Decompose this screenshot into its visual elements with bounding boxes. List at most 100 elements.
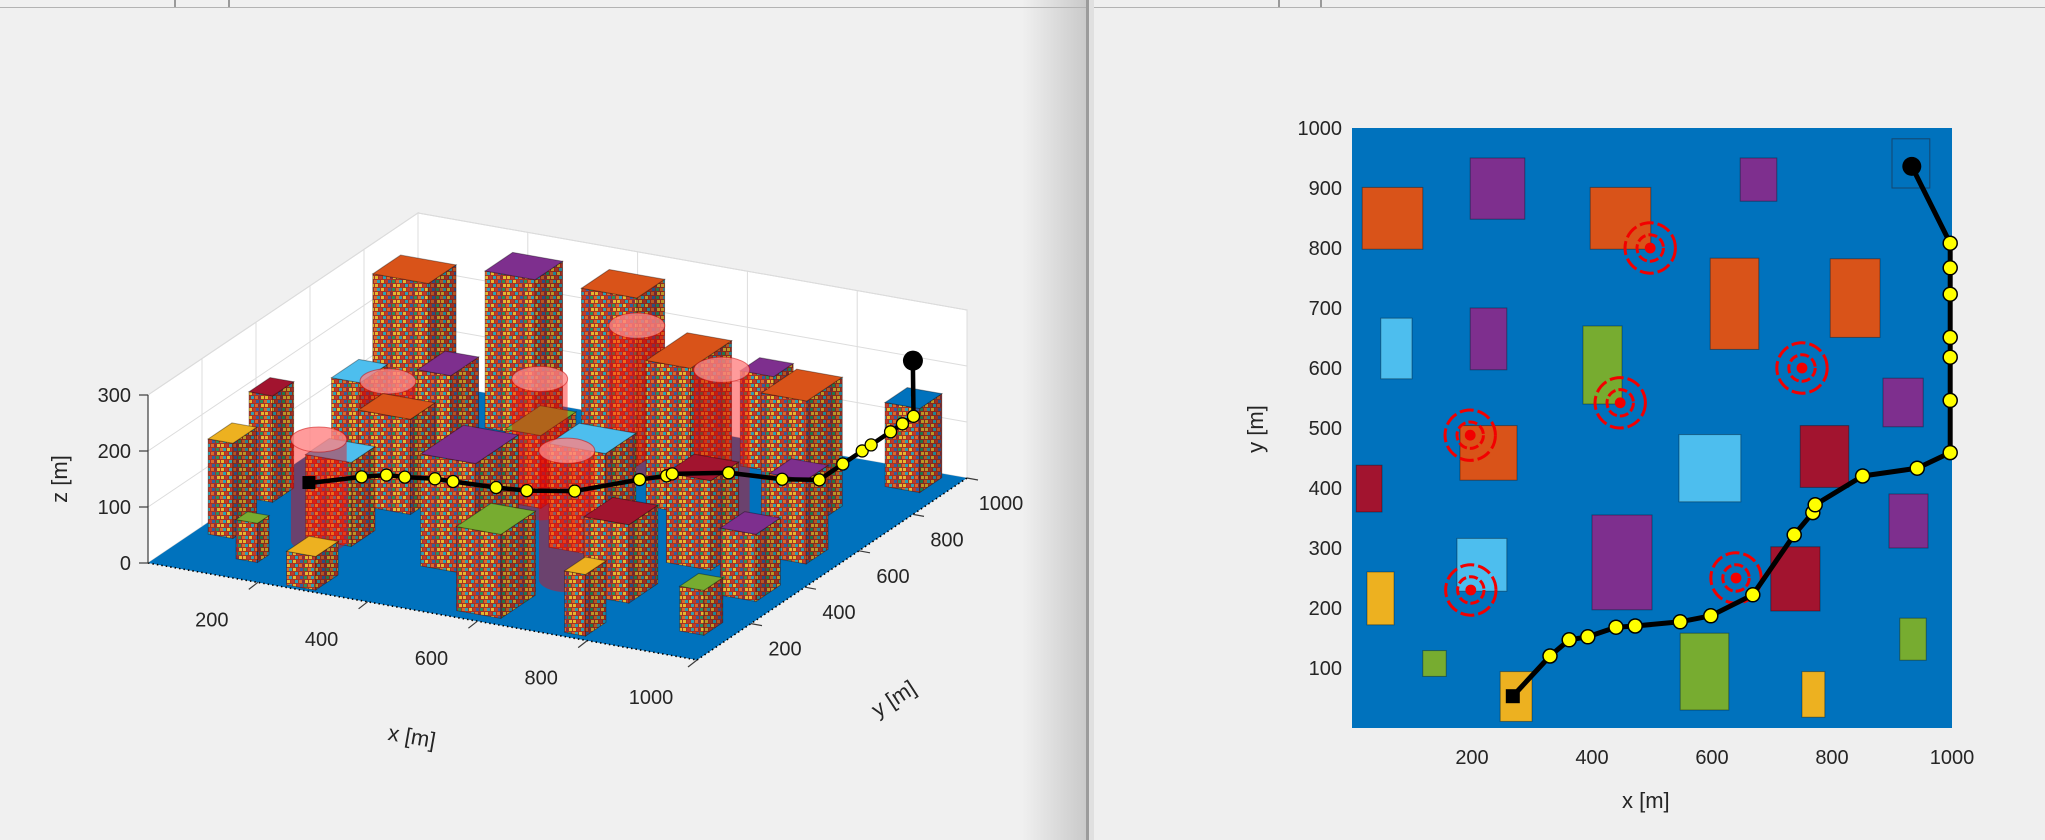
- x-tick-label: 400: [1575, 747, 1608, 769]
- building-side-shade: [272, 381, 294, 503]
- waypoint-marker: [1542, 648, 1558, 664]
- building-footprint: [1678, 434, 1742, 503]
- building-footprint: [1361, 186, 1424, 250]
- x-tick: [577, 640, 588, 649]
- threat-outer-ring: [1593, 376, 1647, 430]
- threat-cylinder-top: [538, 437, 596, 464]
- toolbar-separator: [228, 0, 230, 7]
- building-front-face: [235, 519, 258, 564]
- threat-center-dot: [1464, 429, 1476, 441]
- waypoint-marker: [1580, 629, 1596, 645]
- threat-cylinder-top: [608, 312, 666, 339]
- z-tick-label: 0: [120, 553, 131, 575]
- threat-cylinder-body: [538, 450, 595, 593]
- building-front-face: [719, 527, 757, 602]
- y-tick-label: 900: [1309, 178, 1342, 200]
- building: [883, 387, 944, 494]
- city-3d-plot-canvas[interactable]: 0 100 200 300 200 400 600 800 1000 200 400 600 800 10…: [0, 0, 1088, 840]
- building-front-face: [286, 550, 317, 591]
- waypoint-marker: [1672, 614, 1688, 630]
- building-side-shade: [257, 515, 270, 563]
- z-tick-label: 100: [98, 497, 131, 519]
- goal-marker-3d: [902, 350, 923, 371]
- waypoint-marker: [1807, 497, 1823, 513]
- building-footprint: [1829, 258, 1881, 338]
- y-tick-label: 800: [930, 529, 963, 551]
- building-roof: [371, 254, 458, 285]
- building-footprint: [1366, 571, 1395, 626]
- building-roof: [563, 556, 608, 576]
- x-tick-label: 600: [1695, 747, 1728, 769]
- figure-panel-3d: 0 100 200 300 200 400 600 800 1000 200 400 600 800 10…: [0, 0, 1088, 840]
- building-footprint: [1799, 425, 1850, 488]
- threat-inner-ring: [1605, 388, 1635, 418]
- building: [678, 572, 725, 637]
- z-tick-label: 200: [98, 441, 131, 463]
- building-roof: [234, 511, 271, 524]
- building-roof: [503, 405, 578, 437]
- x-axis-edge: [147, 562, 698, 661]
- waypoint-marker: [489, 480, 503, 495]
- y-tick-label: 200: [1309, 598, 1342, 620]
- city-top-down-plot-canvas[interactable]: 200 400 600 800 1000 100 200 300 400 500 600 700 800…: [1094, 0, 2045, 840]
- building-footprint: [1422, 650, 1447, 677]
- waypoint-marker: [775, 472, 789, 486]
- building-side-shade: [535, 261, 563, 437]
- y-tick: [750, 623, 763, 627]
- threat-cylinder-top: [290, 426, 348, 453]
- waypoint-marker: [1627, 618, 1643, 634]
- start-marker-2d: [1505, 689, 1520, 704]
- building-roof: [247, 377, 296, 397]
- x-tick-label: 200: [195, 609, 228, 631]
- x-tick: [248, 581, 259, 590]
- building-side-shade: [703, 577, 723, 636]
- threat-center-dot: [1644, 242, 1656, 254]
- building-side-shade: [232, 427, 257, 539]
- threat-outer-ring: [1444, 563, 1498, 617]
- waypoint-marker: [883, 425, 898, 439]
- x-tick-label: 800: [1815, 747, 1848, 769]
- building-front-face: [207, 438, 234, 539]
- y-tick-label: 800: [1309, 238, 1342, 260]
- toolbar-bottom-edge-right: [1094, 7, 2045, 8]
- x-tick: [468, 620, 478, 629]
- waypoint-marker: [428, 472, 442, 486]
- y-axis-label-2d: y [m]: [1242, 405, 1268, 453]
- building: [563, 556, 608, 637]
- building-footprint: [1679, 632, 1730, 711]
- building-roof: [738, 357, 795, 378]
- x-tick-label: 600: [415, 648, 448, 670]
- building-side-shade: [919, 393, 942, 493]
- building: [206, 422, 258, 540]
- building-footprint: [1469, 307, 1508, 371]
- toolbar-separator: [174, 0, 176, 7]
- z-tick-label: 300: [98, 385, 131, 407]
- x-tick-label: 800: [525, 668, 558, 690]
- waypoint-marker: [446, 474, 460, 489]
- waypoint-marker: [1942, 260, 1958, 276]
- building-footprint: [1582, 325, 1623, 405]
- building-roof: [285, 535, 340, 558]
- window-edge-shadow: [1022, 0, 1086, 840]
- threat-center-dot: [1465, 584, 1477, 596]
- building: [234, 511, 271, 564]
- y-tick: [966, 477, 979, 481]
- toolbar-separator: [1278, 0, 1280, 7]
- start-marker-3d: [302, 476, 316, 490]
- building-roof: [419, 424, 520, 465]
- threat-outer-ring: [1443, 408, 1497, 462]
- threat-cylinder-top: [693, 356, 751, 383]
- threat-center-dot: [1614, 397, 1626, 409]
- waypoint-marker: [812, 473, 826, 487]
- y-tick-label: 700: [1309, 298, 1342, 320]
- building-roof: [357, 393, 437, 420]
- goal-marker-2d: [1902, 156, 1922, 176]
- building-roof: [580, 268, 666, 299]
- y-tick-label: 600: [876, 566, 909, 588]
- y-tick-label: 1000: [1298, 118, 1343, 140]
- building-roof: [582, 496, 660, 526]
- building-side-shade: [756, 517, 781, 602]
- waypoint-marker: [665, 467, 679, 481]
- waypoint-marker: [1942, 349, 1958, 365]
